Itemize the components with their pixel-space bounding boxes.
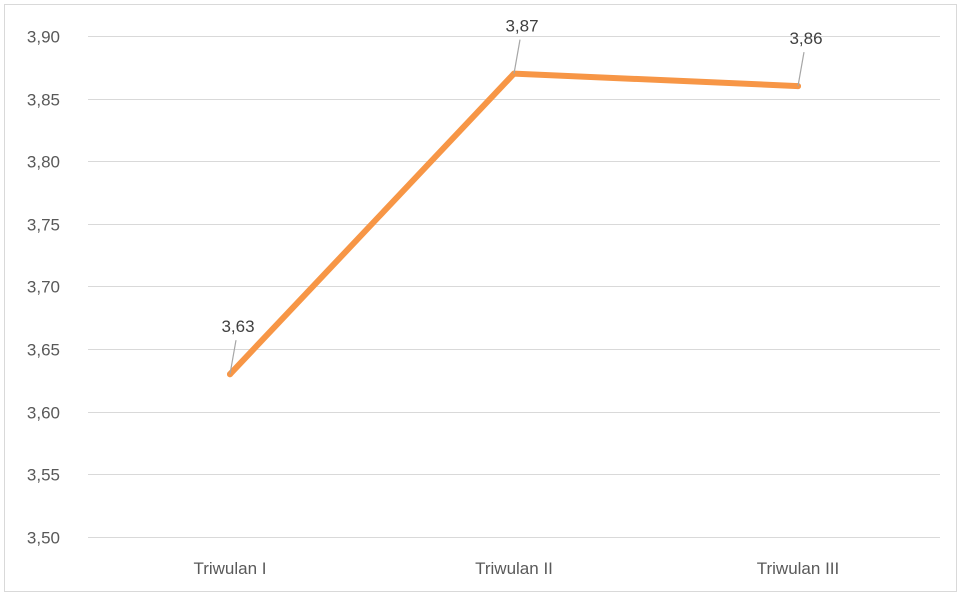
y-axis-ticks: 3,50 3,55 3,60 3,65 3,70 3,75 3,80 3,85 3,90 bbox=[27, 28, 60, 548]
y-tick-label: 3,65 bbox=[27, 341, 60, 360]
series-line bbox=[227, 70, 801, 378]
data-labels: 3,63 3,87 3,86 bbox=[221, 17, 823, 375]
y-tick-label: 3,85 bbox=[27, 91, 60, 110]
series bbox=[227, 70, 801, 378]
x-axis-ticks: Triwulan I Triwulan II Triwulan III bbox=[193, 559, 839, 578]
data-label-leader bbox=[513, 39, 521, 74]
data-label: 3,87 bbox=[505, 17, 538, 36]
y-tick-label: 3,80 bbox=[27, 153, 60, 172]
y-tick-label: 3,70 bbox=[27, 278, 60, 297]
chart-frame bbox=[4, 4, 957, 592]
y-tick-label: 3,50 bbox=[27, 529, 60, 548]
gridlines bbox=[88, 36, 940, 538]
data-label-leader bbox=[229, 340, 237, 375]
data-label-leader bbox=[797, 51, 805, 87]
data-label: 3,63 bbox=[221, 317, 254, 336]
y-tick-label: 3,60 bbox=[27, 404, 60, 423]
x-tick-label: Triwulan II bbox=[475, 559, 553, 578]
y-tick-label: 3,90 bbox=[27, 28, 60, 47]
x-tick-label: Triwulan III bbox=[757, 559, 840, 578]
y-tick-label: 3,55 bbox=[27, 466, 60, 485]
data-label: 3,86 bbox=[789, 29, 822, 48]
x-tick-label: Triwulan I bbox=[193, 559, 266, 578]
y-tick-label: 3,75 bbox=[27, 216, 60, 235]
